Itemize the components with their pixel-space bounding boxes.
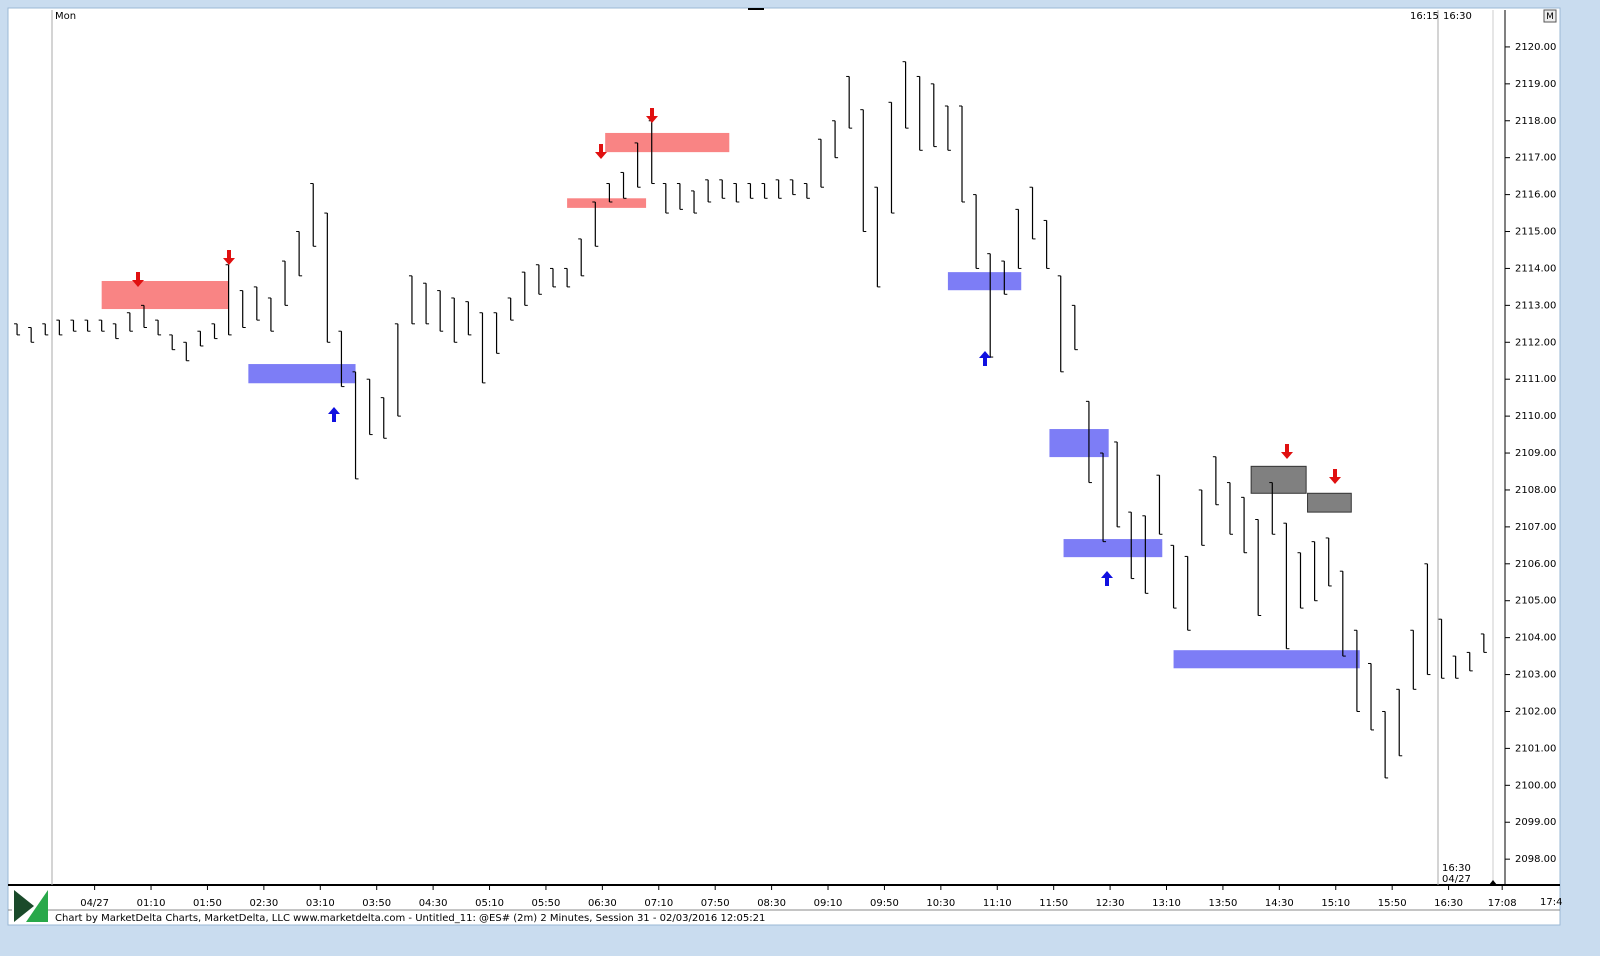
session-label: 16:30 [1443,11,1472,22]
zone [1250,465,1307,494]
corner-label: 17:4 [1540,897,1562,908]
chart-frame [7,7,1561,926]
x-tick-label: 02:30 [249,898,278,909]
y-tick-label: 2106.00 [1515,559,1556,570]
x-tick-label: 05:50 [532,898,561,909]
x-tick-label: 09:10 [814,898,843,909]
y-tick-label: 2100.00 [1515,780,1556,791]
x-tick-label: 05:10 [475,898,504,909]
y-tick-label: 2107.00 [1515,522,1556,533]
y-tick-label: 2112.00 [1515,337,1556,348]
y-tick-label: 2104.00 [1515,633,1556,644]
x-tick-label: 01:50 [193,898,222,909]
y-tick-label: 2120.00 [1515,42,1556,53]
y-tick-label: 2116.00 [1515,190,1556,201]
x-tick-label: 13:10 [1152,898,1181,909]
x-tick-label: 12:30 [1096,898,1125,909]
x-tick-label: 11:10 [983,898,1012,909]
sell-arrow [646,108,658,123]
end-label: 04/27 [1442,874,1471,885]
x-tick-label: 04/27 [80,898,109,909]
y-tick-label: 2102.00 [1515,706,1556,717]
footer-text: Chart by MarketDelta Charts, MarketDelta… [55,913,765,924]
signal-arrows [132,108,1341,586]
sell-arrow [1329,469,1341,484]
x-tick-label: 03:10 [306,898,335,909]
y-tick-label: 2109.00 [1515,448,1556,459]
x-tick-label: 13:50 [1209,898,1238,909]
sell-arrow [595,144,607,159]
x-tick-label: 14:30 [1265,898,1294,909]
x-tick-label: 07:10 [644,898,673,909]
sell-arrow [132,272,144,287]
y-tick-label: 2101.00 [1515,743,1556,754]
buy-arrow [1101,571,1113,586]
zone [1173,650,1360,669]
x-tick-label: 03:50 [362,898,391,909]
x-tick-label: 11:50 [1039,898,1068,909]
y-tick-label: 2098.00 [1515,854,1556,865]
y-tick-label: 2099.00 [1515,817,1556,828]
sell-arrow [1281,444,1293,459]
zone [1307,492,1352,513]
y-tick-label: 2108.00 [1515,485,1556,496]
x-tick-label: 15:10 [1321,898,1350,909]
x-tick-label: 07:50 [701,898,730,909]
x-tick-label: 15:50 [1378,898,1407,909]
y-tick-label: 2113.00 [1515,300,1556,311]
y-tick-label: 2119.00 [1515,79,1556,90]
x-tick-label: 16:30 [1434,898,1463,909]
sell-arrow [223,250,235,265]
x-tick-label: 09:50 [870,898,899,909]
buy-arrow [979,351,991,366]
zone [567,198,647,208]
y-tick-label: 2103.00 [1515,670,1556,681]
buy-arrow [328,407,340,422]
y-tick-label: 2114.00 [1515,263,1556,274]
y-tick-label: 2111.00 [1515,374,1556,385]
x-tick-label: 10:30 [926,898,955,909]
y-tick-label: 2117.00 [1515,153,1556,164]
session-label: 16:15 [1410,11,1439,22]
zone [1049,429,1109,458]
x-tick-label: 01:10 [137,898,166,909]
x-tick-label: 17:08 [1488,898,1517,909]
y-tick-label: 2115.00 [1515,227,1556,238]
mode-button-label[interactable]: M [1546,12,1554,22]
end-marker [1489,880,1497,885]
zone [1063,539,1163,558]
logo [12,888,48,922]
zone [248,364,356,384]
y-tick-label: 2110.00 [1515,411,1556,422]
mode-button[interactable] [1543,9,1557,23]
x-tick-label: 04:30 [419,898,448,909]
y-tick-label: 2105.00 [1515,596,1556,607]
day-label: Mon [55,11,76,22]
zone [101,280,229,310]
x-tick-label: 08:30 [757,898,786,909]
zone [605,132,730,153]
y-tick-label: 2118.00 [1515,116,1556,127]
end-label: 16:30 [1442,863,1471,874]
zone [947,272,1022,291]
x-tick-label: 06:30 [588,898,617,909]
